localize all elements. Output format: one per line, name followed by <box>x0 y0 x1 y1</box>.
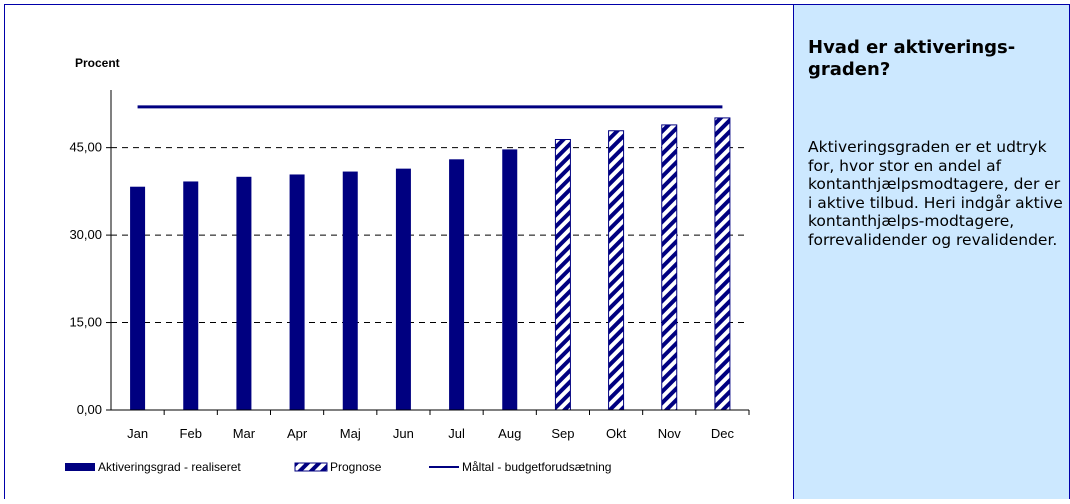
bar-realiseret <box>395 168 411 410</box>
y-tick-label: 30,00 <box>69 227 102 242</box>
x-tick-label: Jul <box>448 426 465 441</box>
x-tick-label: Mar <box>233 426 256 441</box>
legend-label-maaltal: Måltal - budgetforudsætning <box>462 460 611 474</box>
bar-prognose <box>661 124 678 411</box>
x-tick-label: Jun <box>393 426 414 441</box>
bar-realiseret <box>236 176 252 410</box>
legend-swatch-realiseret <box>65 463 95 471</box>
x-tick-label: Feb <box>180 426 202 441</box>
bar-chart: Procent 0,00 15,00 30,00 45,00 Jan Feb Mar Apr M… <box>65 56 750 474</box>
info-sidebar: Hvad er aktiverings-graden? Aktiveringsg… <box>794 4 1070 499</box>
legend-label-prognose: Prognose <box>330 460 382 474</box>
x-tick-label: Dec <box>711 426 735 441</box>
bar-prognose <box>714 117 731 411</box>
bar-realiseret <box>449 159 465 410</box>
y-axis-label: Procent <box>75 56 120 70</box>
bar-realiseret <box>502 149 518 411</box>
y-tick-label: 45,00 <box>69 140 102 155</box>
legend-label-realiseret: Aktiveringsgrad - realiseret <box>98 460 241 474</box>
bar-prognose <box>608 130 625 411</box>
x-tick-label: Aug <box>498 426 521 441</box>
bar-realiseret <box>183 181 199 410</box>
bar-realiseret <box>342 171 358 410</box>
bar-realiseret <box>289 174 305 410</box>
legend-swatch-prognose <box>294 462 328 472</box>
bar-realiseret <box>130 186 146 410</box>
x-tick-label: Apr <box>287 426 308 441</box>
sidebar-title: Hvad er aktiverings-graden? <box>808 37 1016 80</box>
y-tick-label: 0,00 <box>77 402 102 417</box>
x-tick-label: Okt <box>606 426 627 441</box>
x-tick-label: Jan <box>127 426 148 441</box>
sidebar-body: Aktiveringsgraden er et udtryk for, hvor… <box>808 138 1063 249</box>
x-tick-label: Maj <box>340 426 361 441</box>
x-tick-label: Nov <box>658 426 682 441</box>
chart-panel: Procent 0,00 15,00 30,00 45,00 Jan Feb Mar Apr M… <box>4 4 794 499</box>
bar-prognose <box>554 138 571 411</box>
x-tick-label: Sep <box>551 426 574 441</box>
y-tick-label: 15,00 <box>69 315 102 330</box>
